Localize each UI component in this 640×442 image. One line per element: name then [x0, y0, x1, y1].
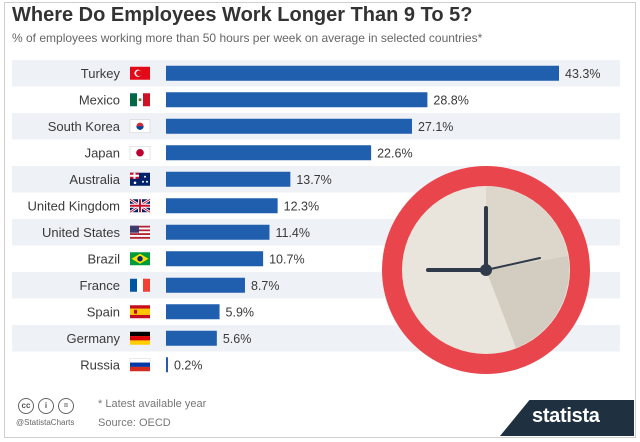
category-label: Australia	[69, 172, 120, 187]
france-flag-icon	[130, 278, 150, 292]
statista-logo: statista	[532, 405, 600, 427]
no-derivatives-icon: =	[58, 398, 74, 414]
value-label: 8.7%	[251, 279, 280, 293]
value-label: 12.3%	[284, 199, 319, 213]
australia-flag-icon	[130, 172, 150, 186]
value-label: 11.4%	[275, 226, 310, 240]
value-label: 43.3%	[565, 67, 600, 81]
category-label: Germany	[67, 331, 121, 346]
category-label: Russia	[80, 357, 121, 372]
chart-subtitle: % of employees working more than 50 hour…	[12, 31, 483, 45]
category-label: Japan	[85, 145, 120, 160]
clock-shade-icon	[486, 186, 568, 270]
turkey-flag-icon	[130, 66, 150, 80]
value-label: 10.7%	[269, 252, 304, 266]
category-label: Brazil	[87, 251, 120, 266]
category-label: United Kingdom	[28, 198, 121, 213]
value-label: 5.6%	[223, 332, 252, 346]
uk-flag-icon	[129, 198, 151, 214]
statista-handle: @StatistaCharts	[16, 418, 75, 427]
usa-flag-icon	[130, 225, 150, 239]
value-label: 28.8%	[433, 93, 468, 107]
bar	[166, 357, 168, 373]
source-note: Source: OECD	[98, 417, 171, 429]
category-label: Mexico	[79, 92, 120, 107]
category-label: Spain	[87, 304, 120, 319]
category-label: France	[80, 278, 120, 293]
brazil-flag-icon	[130, 252, 150, 266]
bar	[166, 330, 217, 346]
germany-flag-icon	[130, 331, 150, 345]
value-label: 27.1%	[418, 120, 453, 134]
south-korea-flag-icon	[129, 119, 151, 133]
mexico-flag-icon	[130, 93, 150, 107]
value-label: 0.2%	[174, 358, 203, 372]
chart-title: Where Do Employees Work Longer Than 9 To…	[12, 4, 473, 26]
category-label: South Korea	[48, 119, 121, 134]
bar	[166, 198, 278, 214]
bar	[166, 277, 245, 293]
bar	[166, 65, 559, 81]
cc-icon: cc	[18, 398, 34, 414]
bar	[166, 304, 220, 320]
value-label: 5.9%	[226, 305, 255, 319]
clock-shade-icon	[486, 256, 570, 348]
bar	[166, 92, 428, 108]
russia-flag-icon	[129, 358, 151, 372]
clock-center-icon	[480, 264, 492, 276]
bar	[166, 251, 264, 267]
value-label: 13.7%	[296, 173, 331, 187]
bar	[166, 145, 372, 161]
bar	[166, 224, 270, 240]
bar	[166, 171, 291, 187]
footnote: * Latest available year	[98, 398, 207, 410]
clock-hand-icon	[485, 257, 541, 271]
category-label: United States	[42, 225, 121, 240]
attribution-icon: i	[38, 398, 54, 414]
value-label: 22.6%	[377, 146, 412, 160]
bar	[166, 118, 412, 134]
japan-flag-icon	[129, 146, 151, 160]
spain-flag-icon	[130, 305, 150, 319]
category-label: Turkey	[81, 66, 121, 81]
